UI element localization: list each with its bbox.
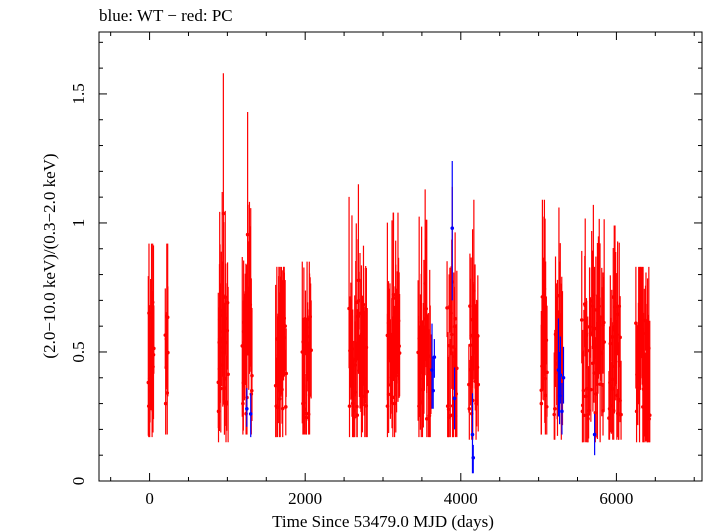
pc-series	[146, 73, 652, 443]
pc-point	[166, 350, 170, 355]
pc-point	[277, 397, 282, 401]
pc-point	[467, 406, 472, 411]
pc-point	[602, 340, 606, 344]
pc-point	[425, 417, 429, 421]
wt-point	[560, 409, 564, 414]
pc-point	[647, 413, 652, 418]
pc-point	[221, 211, 226, 216]
pc-point	[365, 389, 370, 394]
x-tick-label: 2000	[288, 489, 322, 508]
wt-point	[432, 355, 437, 359]
wt-point	[470, 432, 475, 437]
wt-point	[471, 455, 476, 460]
pc-point	[309, 348, 313, 353]
pc-point	[250, 373, 254, 378]
pc-point	[619, 412, 623, 417]
x-tick-label: 4000	[444, 489, 478, 508]
pc-point	[163, 401, 168, 406]
wt-point	[431, 388, 435, 393]
y-tick-label: 1.5	[69, 83, 88, 104]
pc-point	[453, 316, 457, 321]
pc-point	[598, 382, 602, 387]
pc-point	[397, 351, 402, 355]
pc-point	[386, 392, 391, 397]
pc-point	[283, 405, 288, 409]
pc-point	[553, 406, 557, 411]
y-tick-label: 1	[69, 219, 88, 228]
pc-point	[582, 413, 586, 418]
pc-point	[219, 386, 223, 391]
pc-point	[347, 404, 352, 408]
pc-point	[455, 366, 459, 371]
pc-point	[545, 370, 549, 375]
x-tick-label: 0	[145, 489, 154, 508]
wt-point	[450, 226, 455, 230]
pc-point	[589, 387, 593, 392]
pc-point	[647, 417, 651, 421]
pc-point	[226, 372, 230, 377]
pc-point	[445, 306, 449, 310]
chart-title: blue: WT − red: PC	[99, 6, 233, 25]
pc-point	[284, 371, 288, 376]
pc-point	[165, 391, 170, 395]
x-tick-label: 6000	[599, 489, 633, 508]
wt-point	[452, 396, 457, 401]
wt-point	[561, 375, 566, 380]
y-axis: 0 0.5 1 1.5	[69, 41, 702, 486]
y-tick-label: 0.5	[69, 341, 88, 362]
y-axis-label: (2.0−10.0 keV)/(0.3−2.0 keV)	[40, 153, 59, 358]
pc-point	[304, 415, 309, 420]
wt-point	[592, 432, 597, 437]
x-axis-label: Time Since 53479.0 MJD (days)	[272, 512, 494, 531]
pc-point	[280, 406, 285, 411]
x-axis: 0 2000 4000 6000	[110, 32, 695, 508]
wt-point	[558, 373, 563, 378]
pc-point	[355, 413, 360, 417]
wt-point	[248, 412, 253, 416]
y-tick-label: 0	[69, 477, 88, 486]
pc-point	[283, 324, 287, 328]
pc-point	[476, 382, 481, 387]
pc-point	[618, 335, 622, 340]
pc-point	[152, 346, 156, 351]
pc-point	[391, 296, 396, 300]
pc-point	[579, 318, 584, 322]
plot-frame	[98, 31, 703, 482]
pc-point	[391, 395, 395, 400]
pc-point	[539, 401, 544, 406]
wt-point	[245, 406, 249, 411]
wt-series	[245, 161, 597, 474]
